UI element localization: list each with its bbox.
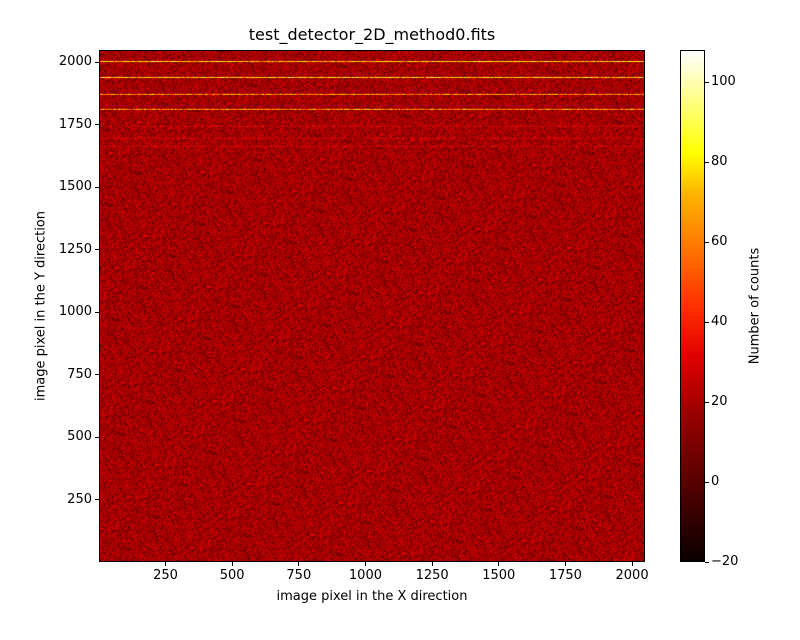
tick-label: 2000: [615, 568, 649, 583]
tick-mark: [95, 311, 99, 313]
tick-label: 750: [286, 568, 312, 583]
tick-mark: [705, 481, 709, 483]
tick-mark: [705, 81, 709, 83]
tick-mark: [165, 562, 167, 566]
tick-mark: [498, 562, 500, 566]
tick-mark: [431, 562, 433, 566]
x-axis-label: image pixel in the X direction: [276, 589, 468, 604]
tick-label: 750: [67, 366, 92, 382]
tick-label: 1750: [58, 116, 92, 132]
tick-mark: [705, 241, 709, 243]
tick-label: 1000: [348, 568, 382, 583]
tick-mark: [705, 161, 709, 163]
tick-label: 1250: [415, 568, 449, 583]
tick-label: 250: [153, 568, 178, 583]
colorbar: [680, 50, 705, 562]
tick-mark: [705, 321, 709, 323]
y-axis-label: image pixel in the Y direction: [33, 210, 49, 402]
tick-mark: [95, 374, 99, 376]
tick-label: 1750: [548, 568, 582, 583]
tick-mark: [95, 124, 99, 126]
tick-mark: [564, 562, 566, 566]
tick-label: 250: [67, 491, 92, 507]
heatmap-axes: [99, 50, 645, 562]
tick-label: 40: [711, 314, 728, 329]
tick-mark: [705, 561, 709, 563]
chart-title: test_detector_2D_method0.fits: [248, 25, 496, 44]
tick-mark: [231, 562, 233, 566]
tick-label: 60: [711, 234, 728, 249]
tick-label: 20: [711, 394, 728, 409]
tick-mark: [95, 436, 99, 438]
tick-mark: [364, 562, 366, 566]
tick-mark: [95, 186, 99, 188]
tick-label: 1500: [58, 179, 92, 195]
colorbar-label: Number of counts: [747, 247, 763, 365]
tick-mark: [298, 562, 300, 566]
tick-label: 80: [711, 154, 728, 169]
tick-label: 1500: [482, 568, 516, 583]
tick-label: 1000: [58, 304, 92, 320]
tick-label: 500: [67, 429, 92, 445]
tick-label: 500: [219, 568, 245, 583]
heatmap-image: [100, 51, 644, 561]
tick-mark: [705, 401, 709, 403]
tick-mark: [95, 499, 99, 501]
tick-mark: [95, 61, 99, 63]
tick-label: 1250: [58, 241, 92, 257]
tick-mark: [631, 562, 633, 566]
tick-mark: [95, 249, 99, 251]
tick-label: 100: [711, 74, 736, 89]
tick-label: −20: [711, 554, 739, 569]
tick-label: 0: [711, 474, 720, 489]
tick-label: 2000: [58, 54, 92, 70]
